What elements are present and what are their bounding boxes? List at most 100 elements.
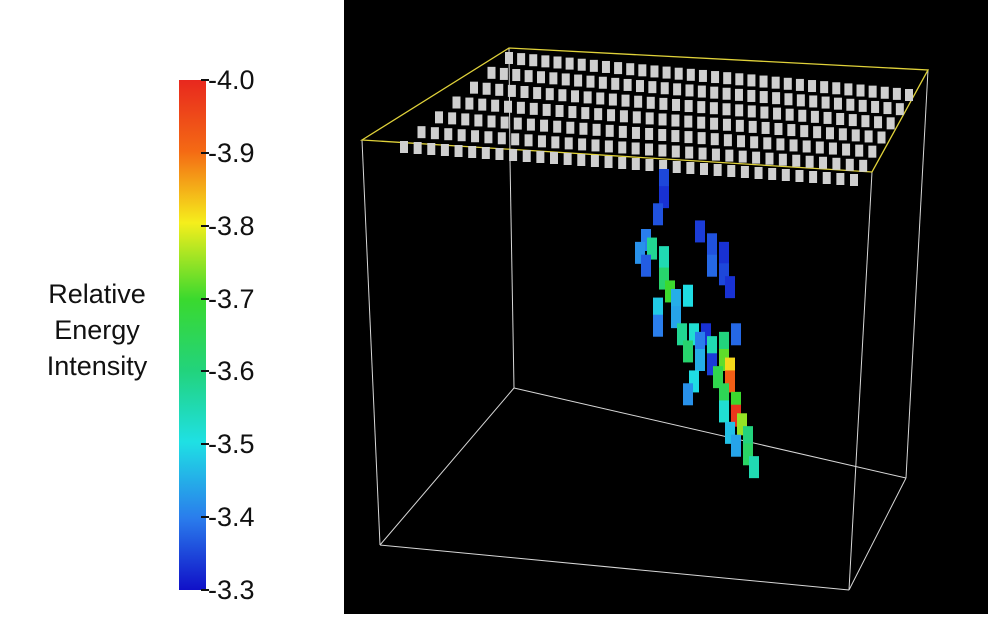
surface-point [785, 108, 794, 121]
surface-point [820, 81, 829, 94]
surface-point [859, 159, 868, 172]
surface-point [648, 81, 657, 94]
surface-point [821, 96, 830, 109]
box-edge-bottom-right [848, 477, 907, 591]
surface-point [563, 153, 572, 165]
surface-point [747, 74, 756, 87]
top-plane-outline [359, 47, 930, 173]
surface-point [698, 147, 707, 160]
colorbar-tick-mark [201, 297, 209, 300]
surface-point [645, 143, 654, 156]
surface-point [833, 97, 842, 110]
energy-voxel [719, 349, 729, 371]
surface-point [713, 164, 722, 176]
colorbar-tick-mark [201, 589, 209, 591]
colorbar-tick-mark [201, 370, 209, 373]
surface-point [658, 129, 667, 142]
surface-point [487, 66, 496, 79]
energy-voxel [731, 434, 741, 457]
surface-point [871, 100, 880, 113]
surface-point [564, 137, 573, 150]
surface-point [763, 137, 772, 150]
surface-point [737, 135, 746, 148]
surface-point [747, 89, 756, 102]
surface-point [795, 170, 804, 182]
surface-point [671, 145, 680, 158]
energy-voxel [743, 426, 753, 449]
surface-point [781, 169, 790, 181]
surface-point [823, 111, 832, 124]
energy-voxel [689, 370, 699, 393]
surface-point [710, 133, 719, 146]
surface-point [596, 92, 605, 105]
surface-point [626, 63, 635, 76]
surface-point [671, 114, 680, 127]
surface-point [671, 130, 680, 143]
surface-point [619, 110, 628, 123]
energy-voxel [731, 404, 741, 427]
surface-point [685, 84, 694, 97]
surface-point [526, 118, 535, 131]
surface-point [605, 124, 614, 137]
surface-point [892, 87, 901, 100]
surface-point [517, 53, 526, 66]
surface-point [454, 145, 463, 157]
surface-point [711, 148, 720, 161]
surface-point [842, 143, 851, 156]
surface-point [815, 141, 824, 154]
energy-voxel [731, 323, 741, 346]
surface-point [586, 75, 595, 88]
surface-point [723, 134, 732, 147]
surface-point [684, 115, 693, 128]
surface-point [561, 73, 570, 86]
surface-point [435, 111, 443, 124]
surface-point [858, 99, 867, 112]
energy-voxel [743, 443, 753, 466]
surface-point [905, 89, 913, 101]
energy-voxel [641, 229, 651, 251]
surface-point [533, 87, 542, 100]
surface-point [461, 113, 470, 126]
surface-point [574, 74, 583, 87]
surface-point [632, 111, 641, 124]
surface-point [618, 157, 627, 169]
surface-point [754, 167, 763, 179]
surface-point [750, 136, 759, 149]
surface-point [662, 66, 671, 79]
box-edge-bottom-back [513, 387, 907, 479]
surface-point [772, 92, 781, 105]
surface-point [634, 95, 643, 108]
surface-point [659, 160, 668, 172]
energy-voxel [719, 383, 729, 406]
colorbar-tick-label: -3.9 [208, 137, 255, 168]
surface-point [583, 91, 592, 104]
colorbar-tick-label: -3.3 [208, 575, 255, 605]
surface-point [809, 171, 818, 183]
surface-point [822, 172, 831, 184]
surface-point [734, 88, 743, 101]
surface-point [725, 149, 734, 162]
surface-point [738, 150, 747, 163]
surface-point [623, 78, 632, 91]
colorbar-tick-label: -3.6 [208, 356, 255, 387]
surface-point [659, 97, 668, 110]
surface-point [645, 127, 654, 140]
surface-point [542, 103, 551, 116]
colorbar-tick-mark [201, 151, 209, 154]
surface-point [601, 60, 610, 73]
surface-point [711, 71, 720, 84]
surface-point [608, 93, 617, 106]
surface-point [819, 156, 828, 169]
energy-voxel [707, 233, 717, 256]
surface-point [710, 86, 719, 99]
surface-point [577, 58, 586, 71]
surface-point [828, 142, 837, 155]
surface-point [672, 161, 681, 173]
surface-point [673, 83, 682, 96]
energy-voxel [677, 323, 687, 346]
energy-voxel [725, 357, 735, 380]
energy-voxel [695, 349, 705, 371]
energy-voxel [641, 254, 651, 277]
surface-point [529, 102, 538, 115]
surface-point [886, 117, 895, 130]
